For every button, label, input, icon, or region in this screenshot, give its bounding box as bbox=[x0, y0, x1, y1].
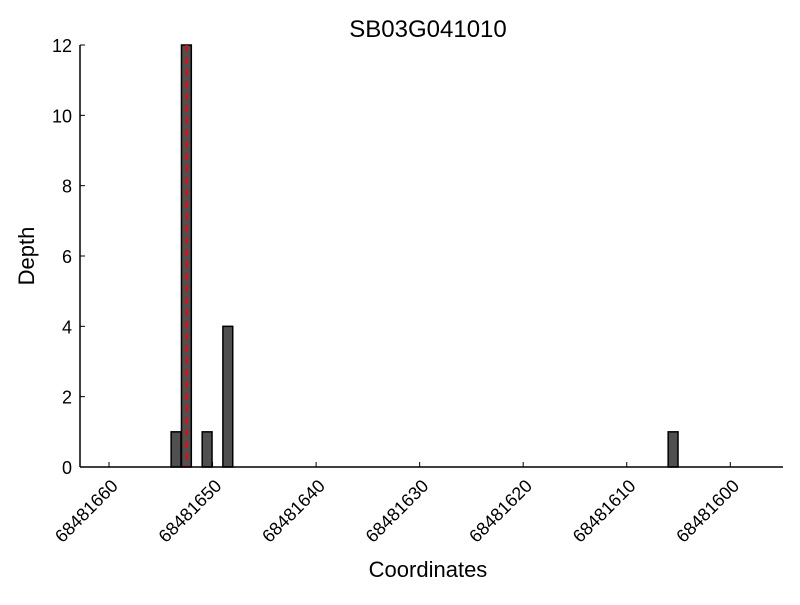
x-tick-label-1: 68481650 bbox=[155, 476, 226, 547]
x-tick-label-5: 68481610 bbox=[569, 476, 640, 547]
x-tick-label-2: 68481640 bbox=[258, 476, 329, 547]
bar-0 bbox=[170, 431, 182, 468]
bar-4 bbox=[667, 431, 679, 468]
chart-title: SB03G041010 bbox=[349, 16, 506, 43]
y-tick-label-6: 12 bbox=[52, 36, 72, 56]
bar-2 bbox=[201, 431, 213, 468]
y-axis-label: Depth bbox=[14, 227, 39, 286]
y-tick-label-3: 6 bbox=[62, 247, 72, 267]
y-tick-label-5: 10 bbox=[52, 106, 72, 126]
y-tick-label-1: 2 bbox=[62, 388, 72, 408]
x-tick-label-6: 68481600 bbox=[672, 476, 743, 547]
y-tick-label-4: 8 bbox=[62, 177, 72, 197]
bar-3 bbox=[222, 325, 234, 468]
x-axis-label: Coordinates bbox=[369, 557, 488, 582]
x-tick-label-4: 68481620 bbox=[465, 476, 536, 547]
x-tick-label-0: 68481660 bbox=[51, 476, 122, 547]
x-tick-label-3: 68481630 bbox=[362, 476, 433, 547]
y-tick-label-2: 4 bbox=[62, 317, 72, 337]
y-tick-label-0: 0 bbox=[62, 458, 72, 478]
